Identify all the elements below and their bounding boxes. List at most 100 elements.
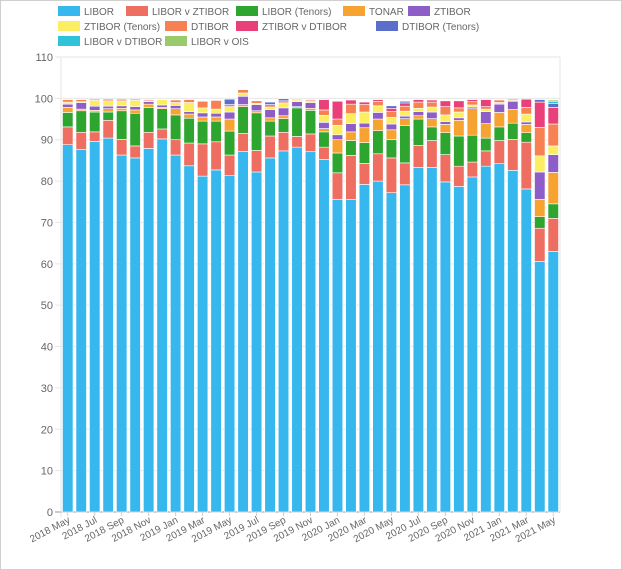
bar-segment-1-6 bbox=[75, 99, 87, 102]
bar-segment-14-3 bbox=[250, 110, 263, 114]
bar-segment-15-8 bbox=[264, 101, 276, 105]
y-axis-ticks: 0 10 20 30 40 50 60 70 80 90 100 110 bbox=[35, 52, 53, 519]
bar-segment-18-2 bbox=[304, 110, 317, 135]
bar-segment-19-7 bbox=[318, 99, 330, 111]
y-tick-label-8: 80 bbox=[41, 176, 53, 188]
bar-segment-21-4 bbox=[345, 123, 357, 133]
bar-segment-36-1 bbox=[547, 218, 559, 252]
bar-stack-14 bbox=[250, 100, 263, 513]
bar-segment-23-2 bbox=[372, 130, 384, 155]
bar-stack-3 bbox=[102, 98, 114, 513]
bar-segment-9-0 bbox=[183, 165, 195, 513]
legend-item-10[interactable]: LIBOR v OIS bbox=[165, 36, 249, 50]
legend-item-4[interactable]: ZTIBOR bbox=[408, 6, 471, 20]
bar-segment-31-2 bbox=[480, 137, 492, 152]
bar-segment-12-5 bbox=[224, 106, 236, 113]
legend-label-3: TONAR bbox=[369, 7, 404, 18]
bar-segment-36-3 bbox=[547, 172, 559, 205]
bar-segment-3-3 bbox=[102, 108, 114, 113]
bar-segment-11-3 bbox=[210, 116, 222, 122]
bar-segment-29-3 bbox=[453, 119, 465, 137]
bar-segment-5-4 bbox=[129, 106, 141, 111]
bar-segment-26-5 bbox=[412, 107, 424, 112]
bar-segment-5-5 bbox=[129, 100, 141, 107]
bar-segment-30-2 bbox=[466, 134, 478, 163]
bar-segment-20-1 bbox=[331, 172, 344, 200]
bar-segment-14-6 bbox=[250, 100, 263, 104]
bar-stack-20 bbox=[331, 100, 344, 513]
bar-segment-28-3 bbox=[439, 124, 451, 133]
bar-segment-22-4 bbox=[358, 122, 371, 129]
bar-segment-8-6 bbox=[170, 99, 182, 103]
legend-item-0[interactable]: LIBOR bbox=[58, 6, 114, 20]
bar-segment-3-5 bbox=[102, 100, 114, 107]
bar-segment-1-1 bbox=[75, 131, 87, 150]
bar-segment-5-6 bbox=[129, 98, 141, 101]
bar-segment-20-4 bbox=[331, 134, 344, 141]
legend-item-1[interactable]: LIBOR v ZTIBOR bbox=[126, 6, 229, 20]
bar-segment-20-7 bbox=[331, 100, 344, 120]
legend-item-2[interactable]: LIBOR (Tenors) bbox=[236, 6, 331, 20]
bar-segment-24-5 bbox=[385, 117, 397, 125]
bar-segment-0-2 bbox=[62, 112, 74, 128]
bar-segment-30-3 bbox=[466, 108, 478, 136]
y-tick-label-2: 20 bbox=[41, 424, 53, 436]
bar-segment-8-1 bbox=[170, 139, 182, 156]
legend-swatch-1 bbox=[126, 6, 148, 16]
bar-segment-0-0 bbox=[62, 144, 74, 513]
y-tick-label-0: 0 bbox=[47, 507, 53, 519]
legend-item-8[interactable]: DTIBOR (Tenors) bbox=[376, 21, 479, 35]
legend-item-3[interactable]: TONAR bbox=[343, 6, 404, 20]
bar-segment-31-6 bbox=[480, 106, 492, 110]
bar-stack-27 bbox=[426, 99, 438, 513]
bar-stack-32 bbox=[493, 99, 505, 513]
bar-segment-22-7 bbox=[358, 101, 371, 105]
bar-segment-4-6 bbox=[116, 98, 128, 102]
legend-item-7[interactable]: ZTIBOR v DTIBOR bbox=[236, 21, 347, 35]
bar-segment-24-3 bbox=[385, 129, 397, 141]
bar-segment-10-1 bbox=[197, 143, 209, 177]
bar-segment-25-6 bbox=[399, 105, 411, 112]
bar-segment-16-4 bbox=[277, 107, 290, 117]
bar-segment-27-3 bbox=[426, 118, 438, 128]
bar-segment-33-2 bbox=[507, 122, 519, 140]
legend-item-6[interactable]: DTIBOR bbox=[165, 21, 229, 35]
bar-segment-12-1 bbox=[224, 154, 236, 177]
bar-segment-14-1 bbox=[250, 150, 263, 173]
bar-segment-12-8 bbox=[224, 98, 236, 105]
bar-segment-17-1 bbox=[291, 136, 303, 148]
legend-swatch-4 bbox=[408, 6, 430, 16]
legend-item-5[interactable]: ZTIBOR (Tenors) bbox=[58, 21, 160, 35]
bar-segment-3-2 bbox=[102, 111, 114, 121]
bar-segment-15-0 bbox=[264, 157, 276, 513]
bar-segment-27-5 bbox=[426, 106, 438, 113]
bar-segment-14-4 bbox=[250, 104, 263, 112]
legend-swatch-8 bbox=[376, 21, 398, 31]
bar-segment-30-7 bbox=[466, 99, 478, 102]
legend-item-9[interactable]: LIBOR v DTIBOR bbox=[58, 36, 162, 50]
bar-stack-35 bbox=[534, 99, 546, 513]
bar-segment-26-4 bbox=[412, 111, 424, 117]
bar-segment-31-4 bbox=[480, 111, 492, 124]
bar-segment-35-3 bbox=[534, 198, 546, 217]
bar-segment-6-1 bbox=[143, 131, 155, 149]
bar-segment-21-6 bbox=[345, 103, 357, 114]
bar-segment-12-2 bbox=[224, 130, 236, 156]
bar-segment-28-6 bbox=[439, 106, 451, 116]
legend-label-9: LIBOR v DTIBOR bbox=[84, 37, 163, 48]
legend-label-2: LIBOR (Tenors) bbox=[262, 7, 332, 18]
legend-label-10: LIBOR v OIS bbox=[191, 37, 249, 48]
bar-segment-7-0 bbox=[156, 138, 168, 513]
bar-segment-2-0 bbox=[89, 141, 101, 513]
legend-swatch-9 bbox=[58, 36, 80, 46]
bar-segment-23-6 bbox=[372, 100, 384, 107]
bar-segment-7-5 bbox=[156, 99, 168, 106]
bar-segment-16-8 bbox=[277, 98, 290, 102]
bar-segment-29-2 bbox=[453, 135, 465, 167]
bar-segment-33-0 bbox=[507, 170, 519, 513]
bar-segment-6-3 bbox=[143, 103, 155, 108]
bar-segment-29-5 bbox=[453, 111, 465, 119]
bar-segment-3-4 bbox=[102, 105, 114, 110]
